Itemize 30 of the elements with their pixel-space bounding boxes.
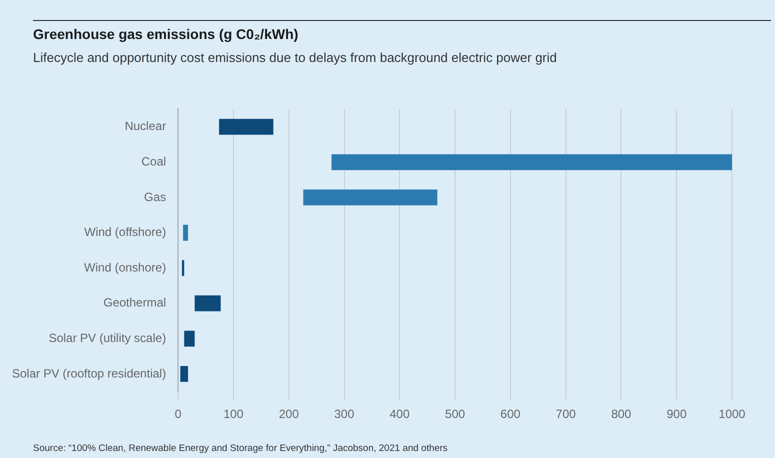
bar: [194, 295, 221, 312]
x-tick-label: 600: [500, 407, 521, 422]
y-tick-label: Wind (onshore): [84, 260, 166, 274]
x-tick-label: 200: [278, 407, 300, 422]
y-tick-label: Coal: [141, 154, 166, 168]
bar: [180, 366, 188, 382]
chart-title: Greenhouse gas emissions (g C0₂/kWh): [33, 26, 298, 42]
x-tick-label: 500: [445, 407, 466, 422]
y-tick-label: Geothermal: [103, 296, 166, 310]
x-tick-label: 700: [556, 407, 576, 422]
x-tick-label: 100: [223, 407, 244, 422]
x-tick-label: 300: [334, 407, 355, 422]
y-tick-label: Wind (offshore): [84, 225, 166, 240]
y-tick-label: Nuclear: [124, 119, 166, 134]
bar: [183, 224, 188, 241]
y-tick-label: Solar PV (rooftop residential): [12, 366, 166, 380]
bar: [182, 260, 184, 276]
x-tick-label: 400: [390, 407, 410, 422]
x-tick-label: 900: [666, 407, 687, 422]
bar: [332, 154, 732, 170]
y-tick-label: Solar PV (utility scale): [48, 330, 166, 345]
source-note: Source: “100% Clean, Renewable Energy and Storage for Everything,” Jacobson, 2021 and others: [33, 443, 448, 454]
y-tick-label: Gas: [144, 190, 166, 204]
x-tick-label: 0: [174, 407, 182, 422]
bar: [184, 330, 195, 347]
bar: [303, 190, 438, 206]
chart-subtitle: Lifecycle and opportunity cost emissions due to delays from background electric power grid: [33, 50, 557, 65]
x-tick-label: 1000: [718, 407, 746, 422]
bar: [219, 118, 274, 135]
x-tick-label: 800: [611, 407, 632, 422]
